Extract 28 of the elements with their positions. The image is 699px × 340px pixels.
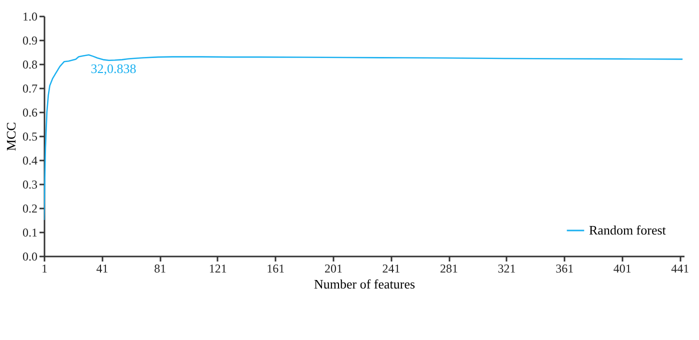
- x-tick-label: 161: [266, 262, 285, 276]
- y-tick-label: 0.0: [22, 250, 38, 264]
- x-tick-label: 1: [42, 262, 48, 276]
- x-tick-label: 281: [440, 262, 458, 276]
- y-axis-title: MCC: [4, 122, 18, 151]
- x-tick-label: 241: [382, 262, 400, 276]
- y-tick-label: 0.3: [22, 178, 38, 192]
- y-tick-label: 0.2: [22, 202, 38, 216]
- x-tick-label: 121: [208, 262, 227, 276]
- x-tick-label: 41: [96, 262, 108, 276]
- x-axis-title: Number of features: [314, 276, 416, 292]
- annotation: 32,0.838: [90, 60, 136, 76]
- y-tick-label: 0.9: [22, 34, 38, 48]
- y-tick-label: 0.7: [22, 82, 38, 96]
- x-tick-label: 441: [671, 262, 690, 276]
- y-tick-label: 0.5: [22, 130, 38, 144]
- y-tick-label: 0.4: [22, 154, 38, 168]
- y-tick-label: 0.6: [22, 106, 38, 120]
- y-tick-label: 1.0: [22, 10, 38, 24]
- legend-label: Random forest: [589, 222, 666, 238]
- x-tick-label: 321: [498, 262, 516, 276]
- y-tick-label: 0.8: [22, 58, 38, 72]
- x-tick-label: 201: [324, 262, 342, 276]
- x-tick-label: 81: [154, 262, 166, 276]
- x-tick-label: 401: [613, 262, 632, 276]
- y-tick-label: 0.1: [22, 226, 38, 240]
- x-tick-label: 361: [556, 262, 574, 276]
- line-series: [44, 54, 684, 221]
